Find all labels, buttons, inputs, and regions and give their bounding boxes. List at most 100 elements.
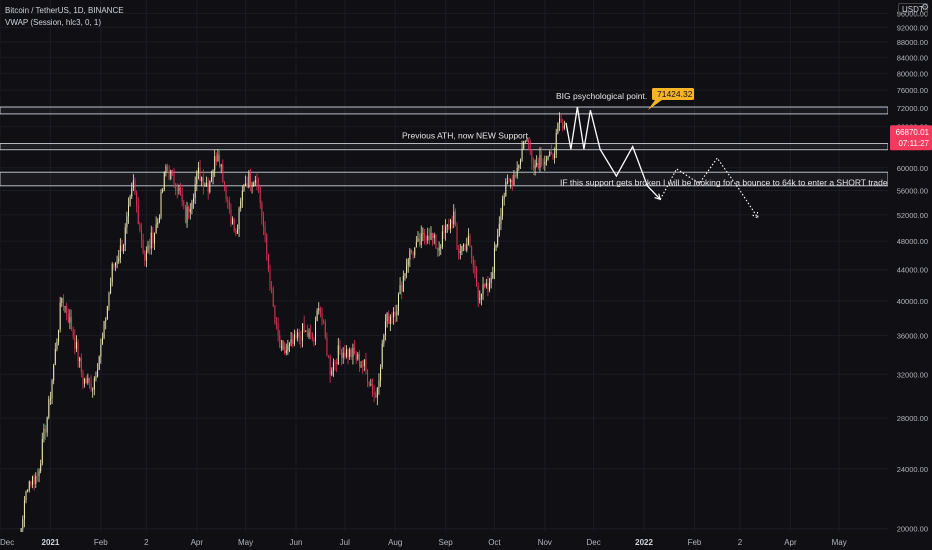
candle-body [121,245,123,252]
candle-body [204,184,206,187]
candle-body [518,164,520,169]
candle-body [557,123,559,133]
candle [269,264,271,291]
candle-body [167,166,169,171]
candle-body [141,229,143,240]
candle-body [563,125,565,129]
candle-body [467,235,469,245]
candle-body [189,208,191,213]
candle [144,249,146,267]
currency-button[interactable]: USDT [898,3,928,16]
candle [49,391,51,405]
candle [43,423,45,443]
candle-body [176,190,178,191]
candle-body [256,180,258,184]
candle-body [529,143,531,151]
candle-body [178,187,180,191]
vwap-indicator-label[interactable]: VWAP (Session, hlc3, 0, 1) [5,18,102,27]
candle [497,228,499,248]
candle-body [500,215,502,224]
candle [178,184,180,195]
candle-body [389,316,391,324]
candle-body [560,118,562,123]
candle-body [97,369,99,377]
candle [79,356,81,368]
candle-body [464,244,466,251]
candle [101,332,103,345]
candle [196,170,198,192]
candle [36,468,38,482]
time-tick-label: Oct [488,538,501,547]
candle [328,355,330,359]
candle [414,247,416,259]
candle-body [251,185,253,187]
bar-countdown-label: 07:11:27 [898,139,929,148]
candle [358,350,360,372]
candle-body [510,179,512,182]
candle-body [253,182,255,186]
candle-body [458,249,460,253]
candle [555,128,557,159]
price-tick-label: 36000.00 [897,332,928,341]
candle [402,270,404,293]
candle [215,152,217,166]
candle-body [443,231,445,233]
time-tick-label: 2 [738,538,743,547]
candle [38,468,40,483]
candle [119,238,121,264]
candle-body [45,428,47,433]
candle [137,197,139,225]
candle [513,169,515,186]
candle-body [293,334,295,345]
candle-body [368,382,370,386]
candle-body [277,323,279,336]
candle-body [554,153,556,159]
time-axis[interactable]: Dec 2021 Feb 2 Apr May Jun Jul Aug Sep Oct Nov Dec 20… [0,532,932,550]
candle-body [142,239,144,253]
candle-body [414,247,416,256]
candle [493,241,495,280]
candle [110,277,112,295]
gear-icon[interactable]: ⚙ [921,2,930,12]
candle-body [119,245,121,258]
candle-body [38,471,40,476]
candle [552,152,554,160]
candle [341,348,343,366]
candle-body [228,201,230,210]
candle-body [160,191,162,218]
candle [315,316,317,346]
candle-body [523,141,525,149]
candle [134,177,136,195]
candle [275,316,277,330]
candle [339,339,341,355]
candle-body [316,310,318,321]
candle [412,251,414,260]
candle-body [315,320,317,342]
candle [45,424,47,440]
price-axis[interactable]: 20000.00 24000.00 28000.00 32000.00 36000.00… [888,0,932,550]
candle-body [401,285,403,292]
candle-body [516,168,518,177]
candle-body [199,167,201,182]
candle-body [339,345,341,350]
candle [534,159,536,176]
candle-body [58,329,60,342]
candle-body [227,199,229,202]
time-tick-label: Aug [388,538,402,547]
candle [82,369,84,390]
candle-body [384,321,386,336]
candle-body [215,156,217,162]
candle-body [367,369,369,383]
candle-body [77,342,79,362]
candle [123,243,125,254]
candle-body [542,164,544,165]
candle-body [324,322,326,338]
candle-body [321,312,323,322]
candle-body [487,283,489,291]
time-tick-label: Sep [439,538,454,547]
candle-body [352,347,354,357]
candle-body [59,302,61,330]
candle-body [28,481,30,490]
